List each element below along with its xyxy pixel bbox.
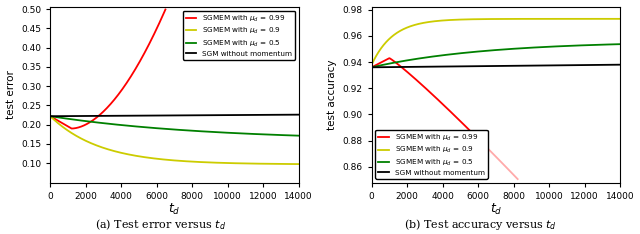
X-axis label: $t_d$: $t_d$ bbox=[168, 202, 180, 217]
SGMEM with $\mu_d$ = 0.9 bbox=[468, 18, 476, 21]
SGMEM with $\mu_d$ = 0.9 bbox=[156, 158, 164, 161]
SGMEM with $\mu_d$ = 0.9 bbox=[477, 18, 485, 21]
SGM without momentum bbox=[240, 113, 248, 116]
Line: SGM without momentum: SGM without momentum bbox=[372, 65, 620, 67]
Y-axis label: test error: test error bbox=[6, 70, 15, 119]
SGMEM with $\mu_d$ = 0.99 bbox=[483, 146, 491, 149]
SGMEM with $\mu_d$ = 0.9 bbox=[244, 162, 252, 165]
SGM without momentum bbox=[147, 114, 155, 117]
SGMEM with $\mu_d$ = 0.5 bbox=[616, 43, 624, 46]
SGM without momentum bbox=[561, 64, 569, 67]
SGMEM with $\mu_d$ = 0.99 bbox=[156, 20, 164, 23]
Line: SGMEM with $\mu_d$ = 0.9: SGMEM with $\mu_d$ = 0.9 bbox=[372, 19, 620, 65]
SGM without momentum bbox=[47, 115, 54, 118]
SGMEM with $\mu_d$ = 0.99 bbox=[403, 70, 411, 73]
SGM without momentum bbox=[217, 114, 225, 117]
SGMEM with $\mu_d$ = 0.99 bbox=[116, 90, 124, 93]
SGM without momentum bbox=[72, 115, 79, 117]
SGMEM with $\mu_d$ = 0.5 bbox=[477, 50, 485, 53]
SGMEM with $\mu_d$ = 0.5 bbox=[566, 44, 573, 47]
SGMEM with $\mu_d$ = 0.5 bbox=[147, 126, 155, 129]
Line: SGM without momentum: SGM without momentum bbox=[51, 115, 299, 116]
SGM without momentum bbox=[616, 63, 624, 66]
SGMEM with $\mu_d$ = 0.5 bbox=[217, 131, 225, 134]
SGMEM with $\mu_d$ = 0.99 bbox=[81, 123, 89, 126]
SGM without momentum bbox=[156, 114, 164, 117]
SGMEM with $\mu_d$ = 0.9 bbox=[561, 18, 569, 20]
SGMEM with $\mu_d$ = 0.9 bbox=[240, 162, 248, 165]
SGM without momentum bbox=[538, 64, 546, 67]
Line: SGMEM with $\mu_d$ = 0.9: SGMEM with $\mu_d$ = 0.9 bbox=[51, 116, 299, 164]
SGMEM with $\mu_d$ = 0.5 bbox=[72, 118, 79, 121]
Line: SGMEM with $\mu_d$ = 0.99: SGMEM with $\mu_d$ = 0.99 bbox=[51, 9, 165, 128]
SGMEM with $\mu_d$ = 0.5 bbox=[468, 51, 476, 54]
SGMEM with $\mu_d$ = 0.99 bbox=[389, 59, 397, 62]
Line: SGMEM with $\mu_d$ = 0.99: SGMEM with $\mu_d$ = 0.99 bbox=[372, 58, 487, 147]
SGMEM with $\mu_d$ = 0.99 bbox=[438, 102, 445, 105]
SGM without momentum bbox=[244, 113, 252, 116]
SGMEM with $\mu_d$ = 0.9 bbox=[368, 63, 376, 66]
SGM without momentum bbox=[477, 65, 485, 68]
SGMEM with $\mu_d$ = 0.9 bbox=[147, 157, 155, 159]
Line: SGMEM with $\mu_d$ = 0.5: SGMEM with $\mu_d$ = 0.5 bbox=[372, 44, 620, 67]
Line: SGMEM with $\mu_d$ = 0.5: SGMEM with $\mu_d$ = 0.5 bbox=[51, 116, 299, 136]
SGMEM with $\mu_d$ = 0.9 bbox=[47, 115, 54, 118]
Legend: SGMEM with $\mu_d$ = 0.99, SGMEM with $\mu_d$ = 0.9, SGMEM with $\mu_d$ = 0.5, S: SGMEM with $\mu_d$ = 0.99, SGMEM with $\… bbox=[375, 130, 488, 179]
X-axis label: $t_d$: $t_d$ bbox=[490, 202, 502, 217]
SGMEM with $\mu_d$ = 0.9 bbox=[295, 163, 303, 165]
SGMEM with $\mu_d$ = 0.5 bbox=[244, 132, 252, 135]
SGM without momentum bbox=[368, 66, 376, 69]
SGMEM with $\mu_d$ = 0.99 bbox=[399, 66, 406, 69]
SGMEM with $\mu_d$ = 0.99 bbox=[161, 8, 169, 11]
SGM without momentum bbox=[393, 66, 401, 68]
SGMEM with $\mu_d$ = 0.5 bbox=[156, 127, 164, 130]
SGMEM with $\mu_d$ = 0.9 bbox=[217, 161, 225, 164]
SGMEM with $\mu_d$ = 0.9 bbox=[538, 18, 546, 20]
SGMEM with $\mu_d$ = 0.5 bbox=[561, 45, 569, 48]
SGMEM with $\mu_d$ = 0.99 bbox=[447, 110, 454, 113]
SGMEM with $\mu_d$ = 0.99 bbox=[125, 77, 133, 80]
Text: (b) Test accuracy versus $t_d$: (b) Test accuracy versus $t_d$ bbox=[404, 217, 556, 232]
SGMEM with $\mu_d$ = 0.5 bbox=[47, 115, 54, 118]
SGMEM with $\mu_d$ = 0.99 bbox=[385, 57, 393, 60]
SGM without momentum bbox=[468, 65, 476, 68]
Y-axis label: test accuracy: test accuracy bbox=[327, 59, 337, 130]
SGMEM with $\mu_d$ = 0.99 bbox=[477, 141, 485, 143]
SGMEM with $\mu_d$ = 0.99 bbox=[47, 115, 54, 118]
SGMEM with $\mu_d$ = 0.99 bbox=[368, 66, 376, 69]
SGMEM with $\mu_d$ = 0.99 bbox=[68, 127, 76, 130]
SGMEM with $\mu_d$ = 0.5 bbox=[538, 46, 546, 48]
Legend: SGMEM with $\mu_d$ = 0.99, SGMEM with $\mu_d$ = 0.9, SGMEM with $\mu_d$ = 0.5, S: SGMEM with $\mu_d$ = 0.99, SGMEM with $\… bbox=[183, 11, 295, 60]
Text: (a) Test error versus $t_d$: (a) Test error versus $t_d$ bbox=[95, 217, 225, 232]
SGMEM with $\mu_d$ = 0.9 bbox=[72, 134, 79, 137]
SGMEM with $\mu_d$ = 0.5 bbox=[368, 66, 376, 69]
SGMEM with $\mu_d$ = 0.5 bbox=[240, 132, 248, 135]
SGMEM with $\mu_d$ = 0.99 bbox=[77, 125, 85, 128]
SGMEM with $\mu_d$ = 0.9 bbox=[566, 18, 573, 20]
SGMEM with $\mu_d$ = 0.99 bbox=[68, 127, 76, 130]
SGMEM with $\mu_d$ = 0.5 bbox=[393, 61, 401, 64]
SGM without momentum bbox=[295, 113, 303, 116]
SGMEM with $\mu_d$ = 0.9 bbox=[393, 31, 401, 34]
SGMEM with $\mu_d$ = 0.5 bbox=[295, 134, 303, 137]
SGM without momentum bbox=[566, 64, 573, 67]
SGMEM with $\mu_d$ = 0.9 bbox=[616, 18, 624, 20]
